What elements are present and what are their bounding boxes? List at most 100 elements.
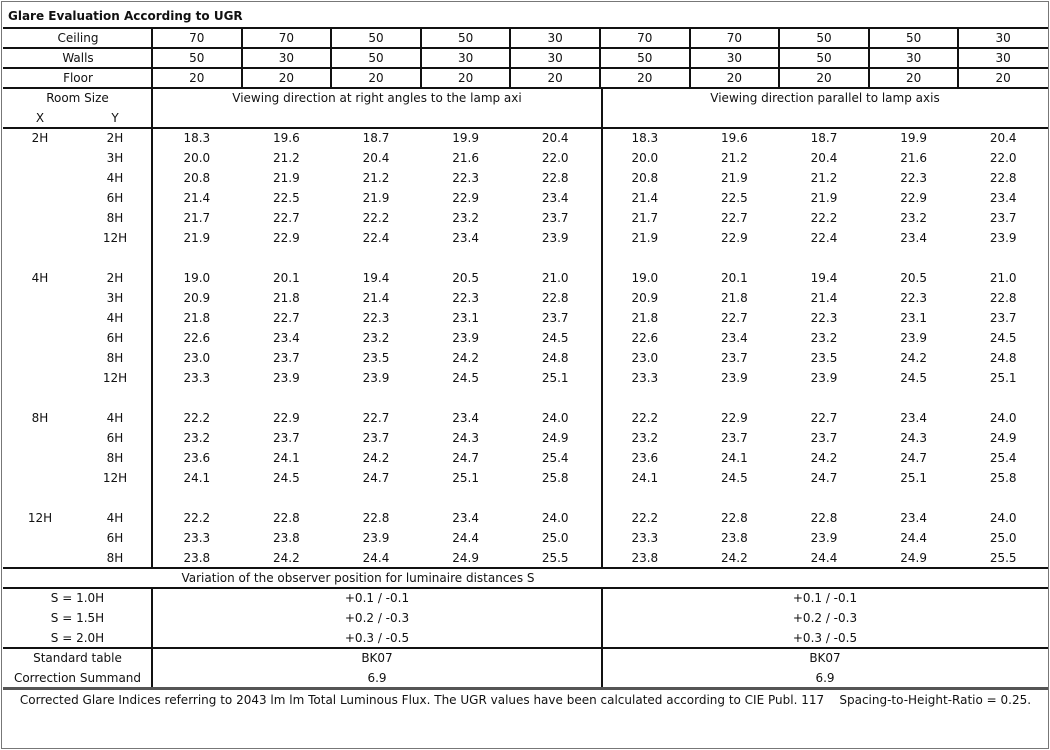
ugr-value-perpendicular: 23.8 [273, 531, 300, 545]
reflectance-label: Walls [62, 51, 94, 65]
ugr-value-perpendicular: 19.4 [362, 271, 390, 285]
ugr-value-parallel: 25.0 [989, 531, 1017, 545]
ugr-value-perpendicular: 25.0 [541, 531, 569, 545]
direction-parallel-header: Viewing direction parallel to lamp axis [710, 91, 940, 105]
ugr-value-perpendicular: 18.7 [362, 131, 390, 145]
ugr-value-parallel: 23.4 [989, 191, 1017, 205]
direction-right-angles-header: Viewing direction at right angles to the… [232, 91, 522, 105]
ugr-value-perpendicular: 25.5 [541, 551, 569, 565]
ugr-value-perpendicular: 22.9 [273, 411, 300, 425]
reflectance-value: 20 [637, 71, 653, 85]
ugr-value-parallel: 20.9 [631, 291, 659, 305]
ugr-value-parallel: 24.3 [900, 431, 927, 445]
ugr-value-parallel: 22.0 [989, 151, 1017, 165]
ugr-value-perpendicular: 22.4 [362, 231, 390, 245]
ugr-value-perpendicular: 21.9 [183, 231, 211, 245]
ugr-value-perpendicular: 22.7 [273, 211, 300, 225]
room-y-value: 2H [106, 271, 124, 285]
ugr-value-perpendicular: 22.7 [362, 411, 390, 425]
reflectance-value: 70 [278, 31, 295, 45]
ugr-value-perpendicular: 22.2 [362, 211, 390, 225]
room-x-value: 8H [31, 411, 49, 425]
room-y-value: 4H [106, 311, 124, 325]
ugr-value-perpendicular: 21.9 [273, 171, 300, 185]
room-y-value: 4H [106, 171, 124, 185]
ugr-value-parallel: 23.4 [900, 231, 927, 245]
ugr-value-parallel: 19.0 [631, 271, 659, 285]
y-header: Y [111, 111, 119, 125]
ugr-value-parallel: 25.8 [989, 471, 1017, 485]
reflectance-value: 30 [457, 51, 474, 65]
ugr-value-perpendicular: 22.9 [273, 231, 300, 245]
ugr-value-perpendicular: 24.8 [541, 351, 569, 365]
reflectance-value: 50 [637, 51, 653, 65]
ugr-value-parallel: 23.9 [810, 531, 838, 545]
ugr-value-perpendicular: 23.2 [183, 431, 211, 445]
ugr-value-parallel: 22.3 [900, 291, 927, 305]
ugr-value-parallel: 23.4 [900, 411, 927, 425]
ugr-value-perpendicular: 24.3 [452, 431, 479, 445]
ugr-value-perpendicular: 22.8 [541, 171, 569, 185]
ugr-value-parallel: 22.7 [810, 411, 838, 425]
ugr-value-perpendicular: 20.8 [183, 171, 211, 185]
ugr-value-perpendicular: 24.4 [362, 551, 390, 565]
ugr-value-parallel: 23.3 [631, 371, 659, 385]
ugr-value-parallel: 24.5 [721, 471, 748, 485]
ugr-value-parallel: 25.5 [989, 551, 1017, 565]
column-divider [688, 28, 691, 88]
ugr-value-perpendicular: 24.1 [183, 471, 211, 485]
ugr-value-parallel: 21.6 [900, 151, 927, 165]
row-divider [3, 47, 1048, 49]
room-y-value: 2H [106, 131, 124, 145]
ugr-value-parallel: 22.2 [631, 411, 659, 425]
correction-summand-perpendicular: 6.9 [367, 671, 387, 685]
room-y-value: 6H [106, 531, 124, 545]
room-y-value: 8H [106, 211, 124, 225]
variation-s-label: S = 2.0H [50, 631, 105, 645]
ugr-value-parallel: 24.0 [989, 411, 1017, 425]
ugr-value-parallel: 23.4 [721, 331, 748, 345]
ugr-value-parallel: 24.4 [810, 551, 838, 565]
ugr-value-parallel: 24.5 [989, 331, 1017, 345]
ugr-value-parallel: 24.2 [721, 551, 748, 565]
reflectance-value: 30 [726, 51, 743, 65]
row-divider [3, 87, 1048, 89]
ugr-value-parallel: 23.1 [900, 311, 927, 325]
ugr-value-parallel: 23.9 [900, 331, 927, 345]
ugr-value-perpendicular: 25.1 [541, 371, 569, 385]
room-x-value: 2H [31, 131, 49, 145]
variation-label: Variation of the observer position for l… [181, 571, 535, 585]
ugr-value-perpendicular: 24.2 [362, 451, 390, 465]
ugr-value-perpendicular: 23.4 [452, 511, 479, 525]
ugr-value-perpendicular: 25.4 [541, 451, 569, 465]
row-divider [3, 587, 1048, 589]
column-divider [330, 28, 333, 88]
ugr-value-perpendicular: 22.7 [273, 311, 300, 325]
ugr-value-parallel: 23.2 [631, 431, 659, 445]
reflectance-value: 30 [905, 51, 922, 65]
ugr-value-perpendicular: 20.1 [273, 271, 300, 285]
ugr-value-parallel: 23.9 [810, 371, 838, 385]
ugr-value-perpendicular: 24.1 [273, 451, 300, 465]
ugr-value-parallel: 21.9 [631, 231, 659, 245]
ugr-value-perpendicular: 24.7 [452, 451, 479, 465]
ugr-value-parallel: 20.4 [810, 151, 838, 165]
ugr-value-perpendicular: 24.4 [452, 531, 479, 545]
x-header: X [35, 111, 45, 125]
ugr-value-perpendicular: 24.7 [362, 471, 390, 485]
ugr-value-parallel: 23.0 [631, 351, 659, 365]
ugr-value-parallel: 25.1 [900, 471, 927, 485]
ugr-value-perpendicular: 24.9 [452, 551, 479, 565]
ugr-value-perpendicular: 20.5 [452, 271, 479, 285]
ugr-value-parallel: 21.9 [810, 191, 838, 205]
reflectance-value: 20 [278, 71, 295, 85]
standard-table-label: Standard table [33, 651, 122, 665]
ugr-value-perpendicular: 21.2 [273, 151, 300, 165]
room-y-value: 8H [106, 351, 124, 365]
row-divider [3, 647, 1048, 649]
column-divider [599, 28, 601, 88]
ugr-value-parallel: 22.2 [810, 211, 838, 225]
column-divider [867, 28, 870, 88]
ugr-value-parallel: 22.8 [989, 291, 1017, 305]
